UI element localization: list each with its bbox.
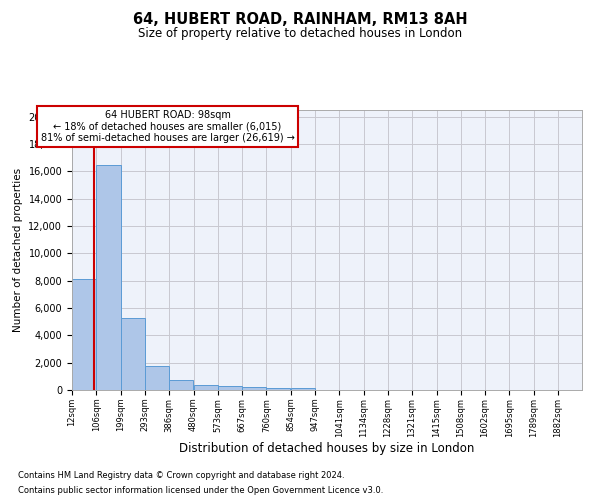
- Bar: [72, 280, 96, 390]
- Bar: [242, 387, 266, 390]
- Bar: [194, 385, 218, 390]
- Text: Contains HM Land Registry data © Crown copyright and database right 2024.: Contains HM Land Registry data © Crown c…: [18, 471, 344, 480]
- Text: Contains public sector information licensed under the Open Government Licence v3: Contains public sector information licen…: [18, 486, 383, 495]
- Bar: [145, 366, 169, 390]
- Text: Size of property relative to detached houses in London: Size of property relative to detached ho…: [138, 28, 462, 40]
- Bar: [266, 388, 290, 390]
- Bar: [97, 164, 121, 390]
- Y-axis label: Number of detached properties: Number of detached properties: [13, 168, 23, 332]
- X-axis label: Distribution of detached houses by size in London: Distribution of detached houses by size …: [179, 442, 475, 456]
- Bar: [291, 388, 315, 390]
- Bar: [169, 380, 193, 390]
- Text: 64, HUBERT ROAD, RAINHAM, RM13 8AH: 64, HUBERT ROAD, RAINHAM, RM13 8AH: [133, 12, 467, 28]
- Bar: [121, 318, 145, 390]
- Text: 64 HUBERT ROAD: 98sqm
← 18% of detached houses are smaller (6,015)
81% of semi-d: 64 HUBERT ROAD: 98sqm ← 18% of detached …: [41, 110, 295, 143]
- Bar: [218, 386, 242, 390]
